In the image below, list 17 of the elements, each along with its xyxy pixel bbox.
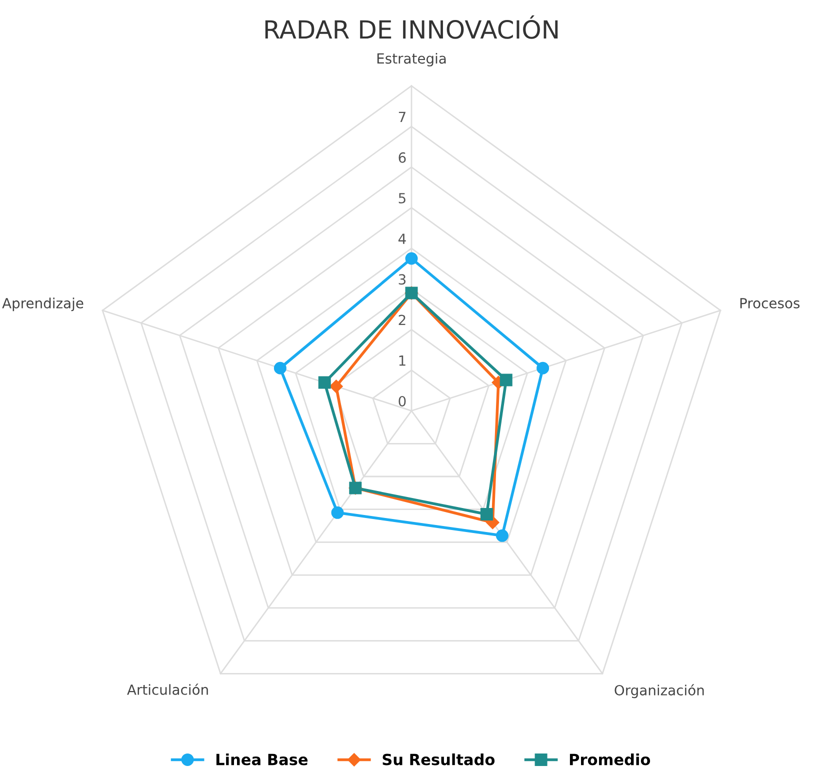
y-tick-label: 6	[398, 152, 406, 163]
y-tick-label: 3	[398, 274, 406, 285]
y-tick-label: 4	[398, 234, 406, 244]
spoke-label: Estrategia	[377, 52, 446, 66]
y-tick-label: 5	[398, 193, 406, 204]
y-tick-label: 2	[398, 314, 406, 326]
y-tick-label: 0	[398, 396, 406, 406]
spoke-label: Articulación	[127, 684, 208, 695]
legend-label: Linea Base	[216, 753, 308, 766]
legend-label: Su Resultado	[382, 753, 495, 766]
chart-title: RADAR DE INNOVACIÓN	[265, 15, 558, 39]
legend-label: Promedio	[570, 753, 650, 766]
y-tick-label: 1	[399, 356, 406, 366]
spoke-label: Procesos	[740, 298, 800, 308]
spoke-label: Organización	[614, 684, 704, 698]
y-tick-label: 7	[398, 112, 406, 122]
spoke-label: Aprendizaje	[2, 298, 84, 312]
